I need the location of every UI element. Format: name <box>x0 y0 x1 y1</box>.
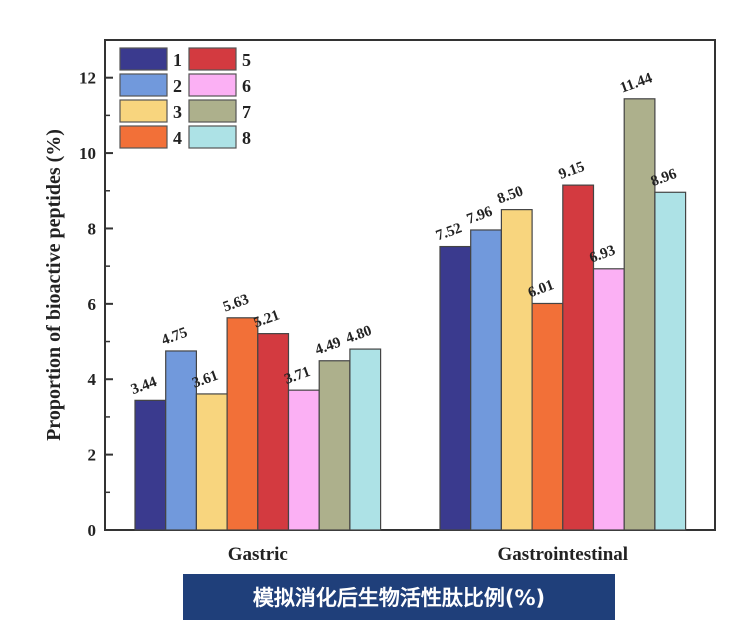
y-tick-label: 4 <box>88 370 97 389</box>
x-tick-label: Gastric <box>228 544 288 565</box>
y-tick-label: 2 <box>88 446 97 465</box>
bar-series-4-gastric <box>226 317 259 531</box>
legend-swatch-7 <box>188 99 237 123</box>
bar-series-6-gastrointestinal <box>592 268 625 531</box>
bar-series-1-gastric <box>134 399 167 531</box>
legend-swatch-6 <box>188 73 237 97</box>
data-label: 4.75 <box>160 325 190 349</box>
y-tick-label: 10 <box>79 144 96 163</box>
data-label: 11.44 <box>618 70 655 96</box>
x-tick-label: Gastrointestinal <box>498 544 629 565</box>
legend-swatch-3 <box>119 99 168 123</box>
bar-series-7-gastric <box>318 360 351 531</box>
data-label: 5.63 <box>221 292 251 316</box>
legend-label-7: 7 <box>242 102 251 122</box>
legend-label-8: 8 <box>242 128 251 148</box>
bar-series-6-gastric <box>287 389 320 531</box>
bar-series-4-gastrointestinal <box>531 302 564 531</box>
legend-swatch-4 <box>119 125 168 149</box>
data-label: 4.49 <box>313 335 343 359</box>
legend-label-5: 5 <box>242 50 251 70</box>
legend-label-1: 1 <box>173 50 182 70</box>
bar-series-5-gastric <box>257 333 290 531</box>
bar-series-3-gastric <box>195 393 228 531</box>
legend-swatch-2 <box>119 73 168 97</box>
y-tick-label: 12 <box>79 69 96 88</box>
legend-label-4: 4 <box>173 128 182 148</box>
caption-banner: 模拟消化后生物活性肽比例(%) <box>183 574 615 620</box>
y-axis-label: Proportion of bioactive peptides (%) <box>43 129 65 441</box>
legend-label-6: 6 <box>242 76 251 96</box>
y-tick-label: 6 <box>88 295 97 314</box>
data-label: 7.52 <box>434 220 464 244</box>
bar-series-8-gastric <box>349 348 382 531</box>
bar-series-1-gastrointestinal <box>439 245 472 531</box>
legend-swatch-5 <box>188 47 237 71</box>
plot-frame <box>104 39 716 531</box>
data-label: 8.50 <box>495 183 525 207</box>
caption-text: 模拟消化后生物活性肽比例(%) <box>252 586 546 610</box>
y-tick-label: 8 <box>88 219 97 238</box>
data-label: 7.96 <box>465 204 496 228</box>
bar-series-5-gastrointestinal <box>562 184 595 531</box>
y-tick-label: 0 <box>88 521 97 540</box>
bar-series-2-gastric <box>165 350 197 531</box>
legend-label-2: 2 <box>173 76 182 96</box>
legend-swatch-8 <box>188 125 237 149</box>
bar-series-2-gastrointestinal <box>470 229 503 531</box>
bar-series-7-gastrointestinal <box>623 98 656 531</box>
legend-swatch-1 <box>119 47 168 71</box>
data-label: 9.15 <box>557 159 587 183</box>
data-label: 3.44 <box>129 374 160 398</box>
data-label: 4.80 <box>344 323 374 347</box>
legend-label-3: 3 <box>173 102 182 122</box>
bar-series-3-gastrointestinal <box>500 209 533 531</box>
bar-series-8-gastrointestinal <box>654 191 687 531</box>
data-label: 5.21 <box>252 307 282 331</box>
